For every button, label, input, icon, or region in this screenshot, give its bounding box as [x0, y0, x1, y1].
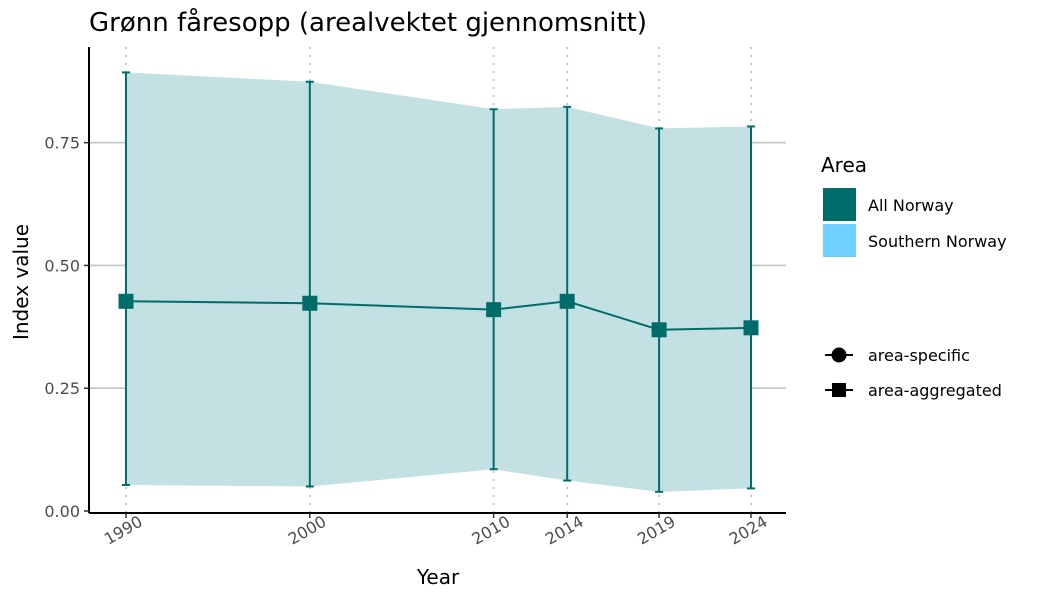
y-tick-label: 0.00 — [44, 502, 80, 521]
x-tick-label: 2024 — [726, 512, 771, 549]
series-line — [125, 300, 752, 331]
data-point-marker — [743, 320, 759, 336]
plot-area: 0.00 0.25 0.50 0.75 1990 2000 2010 2014 2019 2024 — [44, 47, 786, 549]
y-tick-label: 0.25 — [44, 379, 80, 398]
y-tick-label: 0.50 — [44, 256, 80, 275]
data-point-marker — [559, 293, 575, 309]
legend-label: area-aggregated — [868, 381, 1002, 400]
data-point-marker — [302, 295, 318, 311]
legend-label: area-specific — [868, 346, 970, 365]
x-tick-label: 2014 — [542, 512, 587, 549]
x-axis-title: Year — [416, 565, 460, 589]
legend: All Norway Southern Norway area-specific ar… — [823, 188, 1007, 400]
legend-key-square — [832, 383, 846, 397]
x-tick-label: 1990 — [101, 512, 146, 549]
legend-title: Area — [821, 153, 867, 177]
legend-label: Southern Norway — [868, 232, 1007, 251]
y-axis-title: Index value — [9, 224, 33, 340]
legend-label: All Norway — [868, 196, 954, 215]
data-point-marker — [118, 293, 134, 309]
y-tick-label: 0.75 — [44, 134, 80, 153]
confidence-band — [126, 72, 751, 492]
chart-title: Grønn fåresopp (arealvektet gjennomsnitt… — [89, 7, 647, 38]
legend-key-fill — [823, 224, 856, 257]
data-point-marker — [651, 322, 667, 338]
data-point-marker — [486, 302, 502, 318]
legend-key-fill — [823, 188, 856, 221]
x-tick-label: 2010 — [469, 512, 514, 549]
x-tick-label: 2000 — [285, 512, 330, 549]
legend-key-circle — [831, 347, 847, 363]
x-tick-label: 2019 — [634, 512, 679, 549]
